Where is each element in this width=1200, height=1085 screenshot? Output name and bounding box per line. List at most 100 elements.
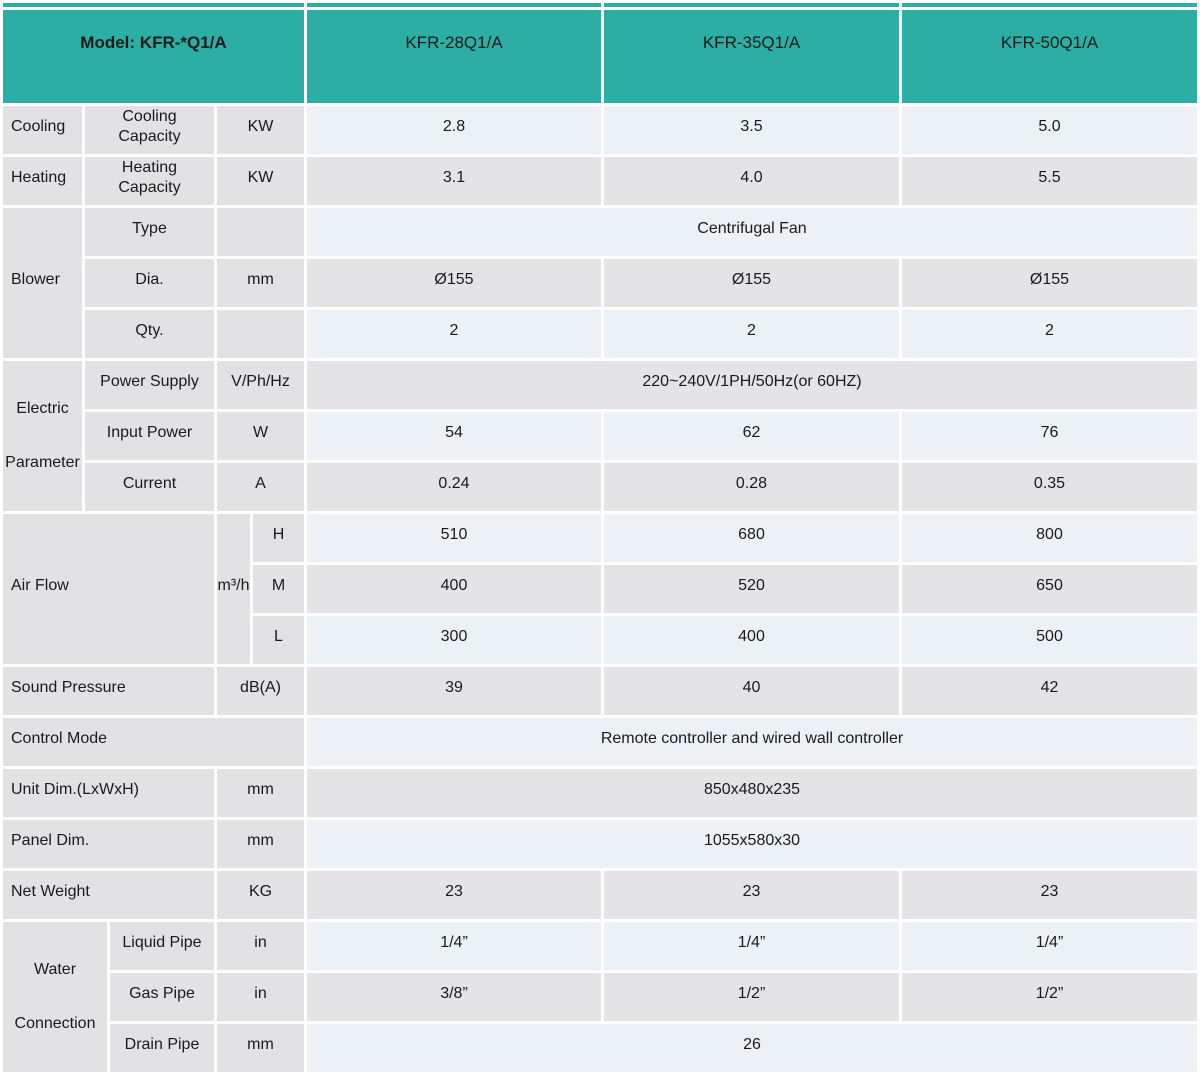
row-electric-power-supply: Electric Parameter Power Supply V/Ph/Hz …: [3, 361, 1197, 511]
row-blower-dia: Dia. mm Ø155 Ø155 Ø155: [3, 259, 1197, 307]
cell-drain-value: 26: [307, 1024, 1197, 1072]
row-airflow-l: L 300 400 500: [3, 616, 1197, 664]
cell-blower-qty-label: Qty.: [85, 310, 214, 358]
cell-airflow-l-value-kfr35: 400: [604, 616, 899, 664]
header-model-cell: Model: KFR-*Q1/A: [3, 10, 304, 103]
cell-liquid-value-kfr28: 1/4”: [307, 922, 601, 970]
cell-heating-value-kfr28: 3.1: [307, 157, 601, 205]
row-electric-input-power: Input Power W 54 62 76: [3, 412, 1197, 460]
cell-panel-dim-unit: mm: [217, 820, 304, 868]
cell-liquid-label: Liquid Pipe: [110, 922, 214, 970]
cell-gas-value-kfr28: 3/8”: [307, 973, 601, 1021]
row-electric-current: Current A 0.24 0.28 0.35: [3, 463, 1197, 511]
header-col-kfr35: KFR-35Q1/A: [604, 10, 899, 103]
row-cooling: Cooling Cooling Capacity KW 2.8 3.5 5.0: [3, 106, 1197, 154]
row-blower-qty: Qty. 2 2 2: [3, 310, 1197, 358]
cell-blower-dia-value-kfr35: Ø155: [604, 259, 899, 307]
cell-airflow-h-value-kfr50: 800: [902, 514, 1197, 562]
row-net-weight: Net Weight KG 23 23 23: [3, 871, 1197, 919]
cell-current-label: Current: [85, 463, 214, 511]
cell-panel-dim-value: 1055x580x30: [307, 820, 1197, 868]
cell-panel-dim-label: Panel Dim.: [3, 820, 214, 868]
cell-input-power-value-kfr35: 62: [604, 412, 899, 460]
cell-cooling-value-kfr50: 5.0: [902, 106, 1197, 154]
cell-blower-type-unit: [217, 208, 304, 256]
cell-current-value-kfr50: 0.35: [902, 463, 1197, 511]
cell-input-power-label: Input Power: [85, 412, 214, 460]
header-col-kfr50: KFR-50Q1/A: [902, 10, 1197, 103]
accent-segment-model: [3, 3, 304, 7]
cell-liquid-value-kfr35: 1/4”: [604, 922, 899, 970]
cell-heating-value-kfr50: 5.5: [902, 157, 1197, 205]
row-blower-type: Blower Type Centrifugal Fan: [3, 208, 1197, 358]
cell-blower-dia-unit: mm: [217, 259, 304, 307]
cell-blower-qty-value-kfr50: 2: [902, 310, 1197, 358]
cell-blower-qty-value-kfr28: 2: [307, 310, 601, 358]
row-water-liquid: Water Connection Liquid Pipe in 1/4” 1/4…: [3, 922, 1197, 1072]
cell-heating-value-kfr35: 4.0: [604, 157, 899, 205]
cell-control-label: Control Mode: [3, 718, 304, 766]
cell-airflow-m-value-kfr35: 520: [604, 565, 899, 613]
row-water-gas: Gas Pipe in 3/8” 1/2” 1/2”: [3, 973, 1197, 1021]
cell-blower-qty-value-kfr35: 2: [604, 310, 899, 358]
cell-drain-unit: mm: [217, 1024, 304, 1072]
header-row: Model: KFR-*Q1/A KFR-28Q1/A KFR-35Q1/A K…: [3, 10, 1197, 103]
cell-sound-unit: dB(A): [217, 667, 304, 715]
cell-input-power-value-kfr50: 76: [902, 412, 1197, 460]
cell-gas-value-kfr35: 1/2”: [604, 973, 899, 1021]
cell-blower-dia-value-kfr28: Ø155: [307, 259, 601, 307]
cell-sound-value-kfr50: 42: [902, 667, 1197, 715]
row-airflow-m: M 400 520 650: [3, 565, 1197, 613]
cell-sound-value-kfr28: 39: [307, 667, 601, 715]
cell-current-value-kfr35: 0.28: [604, 463, 899, 511]
cell-net-weight-value-kfr50: 23: [902, 871, 1197, 919]
cell-cooling-value-kfr28: 2.8: [307, 106, 601, 154]
cell-heating-label: Heating Capacity: [85, 157, 214, 205]
cell-power-supply-unit: V/Ph/Hz: [217, 361, 304, 409]
accent-segment-col2: [604, 3, 899, 7]
cell-blower-type-value: Centrifugal Fan: [307, 208, 1197, 256]
cell-unit-dim-value: 850x480x235: [307, 769, 1197, 817]
cell-airflow-m-value-kfr50: 650: [902, 565, 1197, 613]
header-accent-strip: [3, 3, 1197, 7]
cell-current-value-kfr28: 0.24: [307, 463, 601, 511]
header-col-kfr28: KFR-28Q1/A: [307, 10, 601, 103]
cell-electric-group: Electric Parameter: [3, 361, 82, 511]
cell-airflow-h-value-kfr28: 510: [307, 514, 601, 562]
cell-blower-dia-value-kfr50: Ø155: [902, 259, 1197, 307]
row-airflow-h: Air Flow m³/h H 510 680 800: [3, 514, 1197, 664]
accent-segment-col3: [902, 3, 1197, 7]
cell-blower-group: Blower: [3, 208, 82, 358]
row-panel-dim: Panel Dim. mm 1055x580x30: [3, 820, 1197, 868]
cell-airflow-m-label: M: [253, 565, 304, 613]
cell-net-weight-value-kfr35: 23: [604, 871, 899, 919]
cell-unit-dim-unit: mm: [217, 769, 304, 817]
cell-gas-value-kfr50: 1/2”: [902, 973, 1197, 1021]
row-sound-pressure: Sound Pressure dB(A) 39 40 42: [3, 667, 1197, 715]
cell-gas-label: Gas Pipe: [110, 973, 214, 1021]
cell-drain-label: Drain Pipe: [110, 1024, 214, 1072]
cell-airflow-unit: m³/h: [217, 514, 250, 664]
cell-sound-value-kfr35: 40: [604, 667, 899, 715]
cell-power-supply-value: 220~240V/1PH/50Hz(or 60HZ): [307, 361, 1197, 409]
cell-airflow-l-value-kfr28: 300: [307, 616, 601, 664]
cell-airflow-l-value-kfr50: 500: [902, 616, 1197, 664]
cell-current-unit: A: [217, 463, 304, 511]
cell-power-supply-label: Power Supply: [85, 361, 214, 409]
cell-liquid-value-kfr50: 1/4”: [902, 922, 1197, 970]
row-heating: Heating Heating Capacity KW 3.1 4.0 5.5: [3, 157, 1197, 205]
cell-gas-unit: in: [217, 973, 304, 1021]
cell-net-weight-value-kfr28: 23: [307, 871, 601, 919]
cell-net-weight-unit: KG: [217, 871, 304, 919]
cell-blower-type-label: Type: [85, 208, 214, 256]
cell-airflow-m-value-kfr28: 400: [307, 565, 601, 613]
cell-cooling-unit: KW: [217, 106, 304, 154]
cell-input-power-unit: W: [217, 412, 304, 460]
cell-blower-qty-unit: [217, 310, 304, 358]
cell-cooling-value-kfr35: 3.5: [604, 106, 899, 154]
cell-airflow-l-label: L: [253, 616, 304, 664]
cell-liquid-unit: in: [217, 922, 304, 970]
cell-input-power-value-kfr28: 54: [307, 412, 601, 460]
